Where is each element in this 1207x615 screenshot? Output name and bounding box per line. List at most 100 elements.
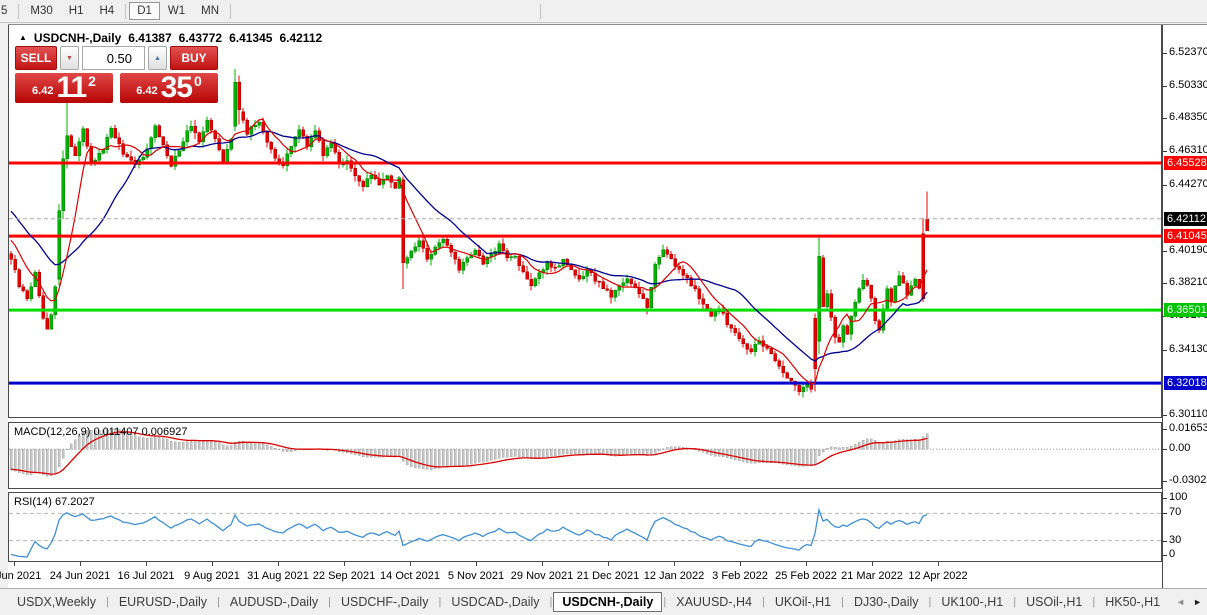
- sell-price-box[interactable]: 6.42 11 2: [15, 73, 113, 103]
- buy-price-prefix: 6.42: [136, 85, 158, 97]
- tab-divider: |: [841, 596, 844, 608]
- timeframe-h4[interactable]: H4: [99, 5, 115, 17]
- tab-ukoil-h1[interactable]: UKOil-,H1: [774, 595, 832, 609]
- volume-increase-button[interactable]: ▲: [148, 46, 167, 70]
- axis-tick: [1163, 415, 1167, 417]
- price-tick-label: 6.50330: [1169, 78, 1207, 91]
- tab-eurusd-daily[interactable]: EURUSD-,Daily: [118, 595, 208, 609]
- date-tick-label: 24 Jun 2021: [49, 570, 111, 582]
- date-tick-label: 31 Aug 2021: [247, 570, 309, 582]
- axis-tick: [1163, 540, 1167, 542]
- rsi-panel[interactable]: RSI(14) 67.2027: [8, 492, 1162, 562]
- tab-divider: |: [1013, 596, 1017, 608]
- tab-audusd-daily[interactable]: AUDUSD-,Daily: [229, 595, 319, 609]
- rsi-indicator-label: RSI(14) 67.2027: [14, 496, 95, 508]
- date-tick-label: 21 Mar 2022: [841, 570, 903, 582]
- price-axis[interactable]: 6.52370 6.50330 6.48350 6.46310 6.44270 6.401…: [1162, 25, 1207, 589]
- axis-tick: [1163, 555, 1167, 556]
- volume-decrease-button[interactable]: ▼: [60, 46, 79, 70]
- date-tick-label: 5 Nov 2021: [447, 570, 505, 582]
- buy-price-pip: 0: [194, 73, 202, 89]
- macd-tick-label: 0.01653: [1169, 422, 1207, 434]
- date-tick-label: 22 Sep 2021: [312, 570, 376, 582]
- tab-hk50-h1[interactable]: HK50-,H1: [1105, 595, 1161, 609]
- date-axis-tick: [14, 562, 15, 566]
- timeframe-m30[interactable]: M30: [30, 5, 53, 17]
- tab-scroll-buttons: ◄ ►: [1176, 595, 1202, 609]
- axis-tick: [1163, 283, 1167, 285]
- date-axis[interactable]: 2 Jun 2021 24 Jun 2021 16 Jul 2021 9 Aug 20…: [0, 562, 1162, 589]
- price-highlight-label: 6.36501: [1164, 303, 1207, 318]
- tab-usdchf-daily[interactable]: USDCHF-,Daily: [340, 595, 429, 609]
- macd-tick-label: 0.00: [1169, 442, 1191, 455]
- date-tick-label: 29 Nov 2021: [510, 570, 574, 582]
- tab-scroll-left-icon[interactable]: ◄: [1176, 597, 1186, 607]
- tab-usdcad-daily[interactable]: USDCAD-,Daily: [451, 595, 540, 609]
- date-tick-label: 16 Jul 2021: [117, 570, 175, 582]
- chart-tab-bar: USDX,Weekly | EURUSD-,Daily | AUDUSD-,Daily |…: [0, 588, 1207, 615]
- timeframe-d1[interactable]: D1: [129, 2, 160, 20]
- tab-xauusd-h4[interactable]: XAUUSD-,H4: [676, 595, 752, 609]
- price-highlight-label: 6.45528: [1164, 156, 1207, 171]
- macd-chart[interactable]: [9, 423, 1161, 488]
- date-tick-label: 12 Apr 2022: [908, 570, 968, 582]
- buy-price-main: 35: [160, 71, 193, 104]
- sell-price-pip: 2: [88, 73, 96, 89]
- price-highlight-label: 6.32018: [1164, 376, 1207, 391]
- toolbar-divider: [230, 3, 232, 19]
- one-click-trading-panel: SELL ▼ 0.50 ▲ BUY 6.42 11 2 6.42: [15, 46, 218, 103]
- date-axis-tick: [80, 562, 81, 566]
- tab-dj30-daily[interactable]: DJ30-,Daily: [853, 595, 919, 609]
- date-tick-label: 21 Dec 2021: [576, 570, 640, 582]
- date-axis-tick: [542, 562, 543, 566]
- timeframe-h1[interactable]: H1: [68, 5, 84, 17]
- axis-tick: [1163, 349, 1167, 351]
- axis-tick: [1163, 449, 1167, 451]
- tab-usdx-weekly[interactable]: USDX,Weekly: [17, 595, 96, 609]
- date-axis-tick: [674, 562, 675, 566]
- low-value: 6.41345: [229, 31, 273, 45]
- timeframe-w1[interactable]: W1: [167, 5, 186, 17]
- buy-price-box[interactable]: 6.42 35 0: [120, 73, 218, 103]
- buy-button[interactable]: BUY: [170, 46, 218, 70]
- quote-header: ▲ USDCNH-,Daily 6.41387 6.43772 6.41345 …: [19, 31, 322, 45]
- sell-price-prefix: 6.42: [32, 85, 54, 97]
- date-axis-tick: [344, 562, 345, 566]
- volume-input[interactable]: 0.50: [82, 46, 145, 70]
- axis-tick: [1163, 85, 1167, 87]
- tab-divider: |: [663, 596, 667, 608]
- price-chart-panel[interactable]: ▲ USDCNH-,Daily 6.41387 6.43772 6.41345 …: [8, 25, 1162, 418]
- rsi-tick-label: 0: [1169, 548, 1176, 560]
- collapse-panel-icon[interactable]: ▲: [19, 33, 27, 42]
- axis-tick: [1163, 250, 1167, 252]
- date-tick-label: 25 Feb 2022: [775, 570, 837, 582]
- axis-tick: [1163, 118, 1167, 120]
- candlestick-chart[interactable]: [9, 25, 1161, 416]
- rsi-tick-label: 30: [1169, 533, 1182, 546]
- chart-subwindow: ▲ USDCNH-,Daily 6.41387 6.43772 6.41345 …: [0, 24, 1207, 589]
- open-value: 6.41387: [128, 31, 172, 45]
- sell-button[interactable]: SELL: [15, 46, 57, 70]
- date-tick-label: 14 Oct 2021: [380, 570, 440, 582]
- timeframe-5[interactable]: 5: [1, 5, 8, 17]
- timeframe-mn[interactable]: MN: [201, 5, 220, 17]
- tab-usdcnh-daily[interactable]: USDCNH-,Daily: [553, 592, 663, 612]
- high-value: 6.43772: [178, 31, 223, 45]
- axis-tick: [1163, 498, 1167, 499]
- axis-tick: [1163, 184, 1167, 186]
- axis-tick: [1163, 513, 1167, 515]
- price-highlight-label: 6.41045: [1164, 229, 1207, 244]
- rsi-chart[interactable]: [9, 493, 1161, 561]
- tab-uk100-h1[interactable]: UK100-,H1: [941, 595, 1004, 609]
- chart-tabs: USDX,Weekly | EURUSD-,Daily | AUDUSD-,Daily |…: [8, 592, 1167, 612]
- price-tick-label: 6.40190: [1169, 243, 1207, 256]
- date-axis-tick: [212, 562, 213, 566]
- plot-column: ▲ USDCNH-,Daily 6.41387 6.43772 6.41345 …: [0, 25, 1162, 589]
- tab-usoil-h1[interactable]: USOil-,H1: [1026, 595, 1083, 609]
- macd-panel[interactable]: MACD(12,26,9) 0.011407 0.006927: [8, 422, 1162, 489]
- date-axis-tick: [410, 562, 411, 566]
- tab-scroll-right-icon[interactable]: ►: [1193, 597, 1202, 607]
- date-tick-label: 12 Jan 2022: [643, 570, 705, 582]
- tab-divider: |: [217, 596, 220, 608]
